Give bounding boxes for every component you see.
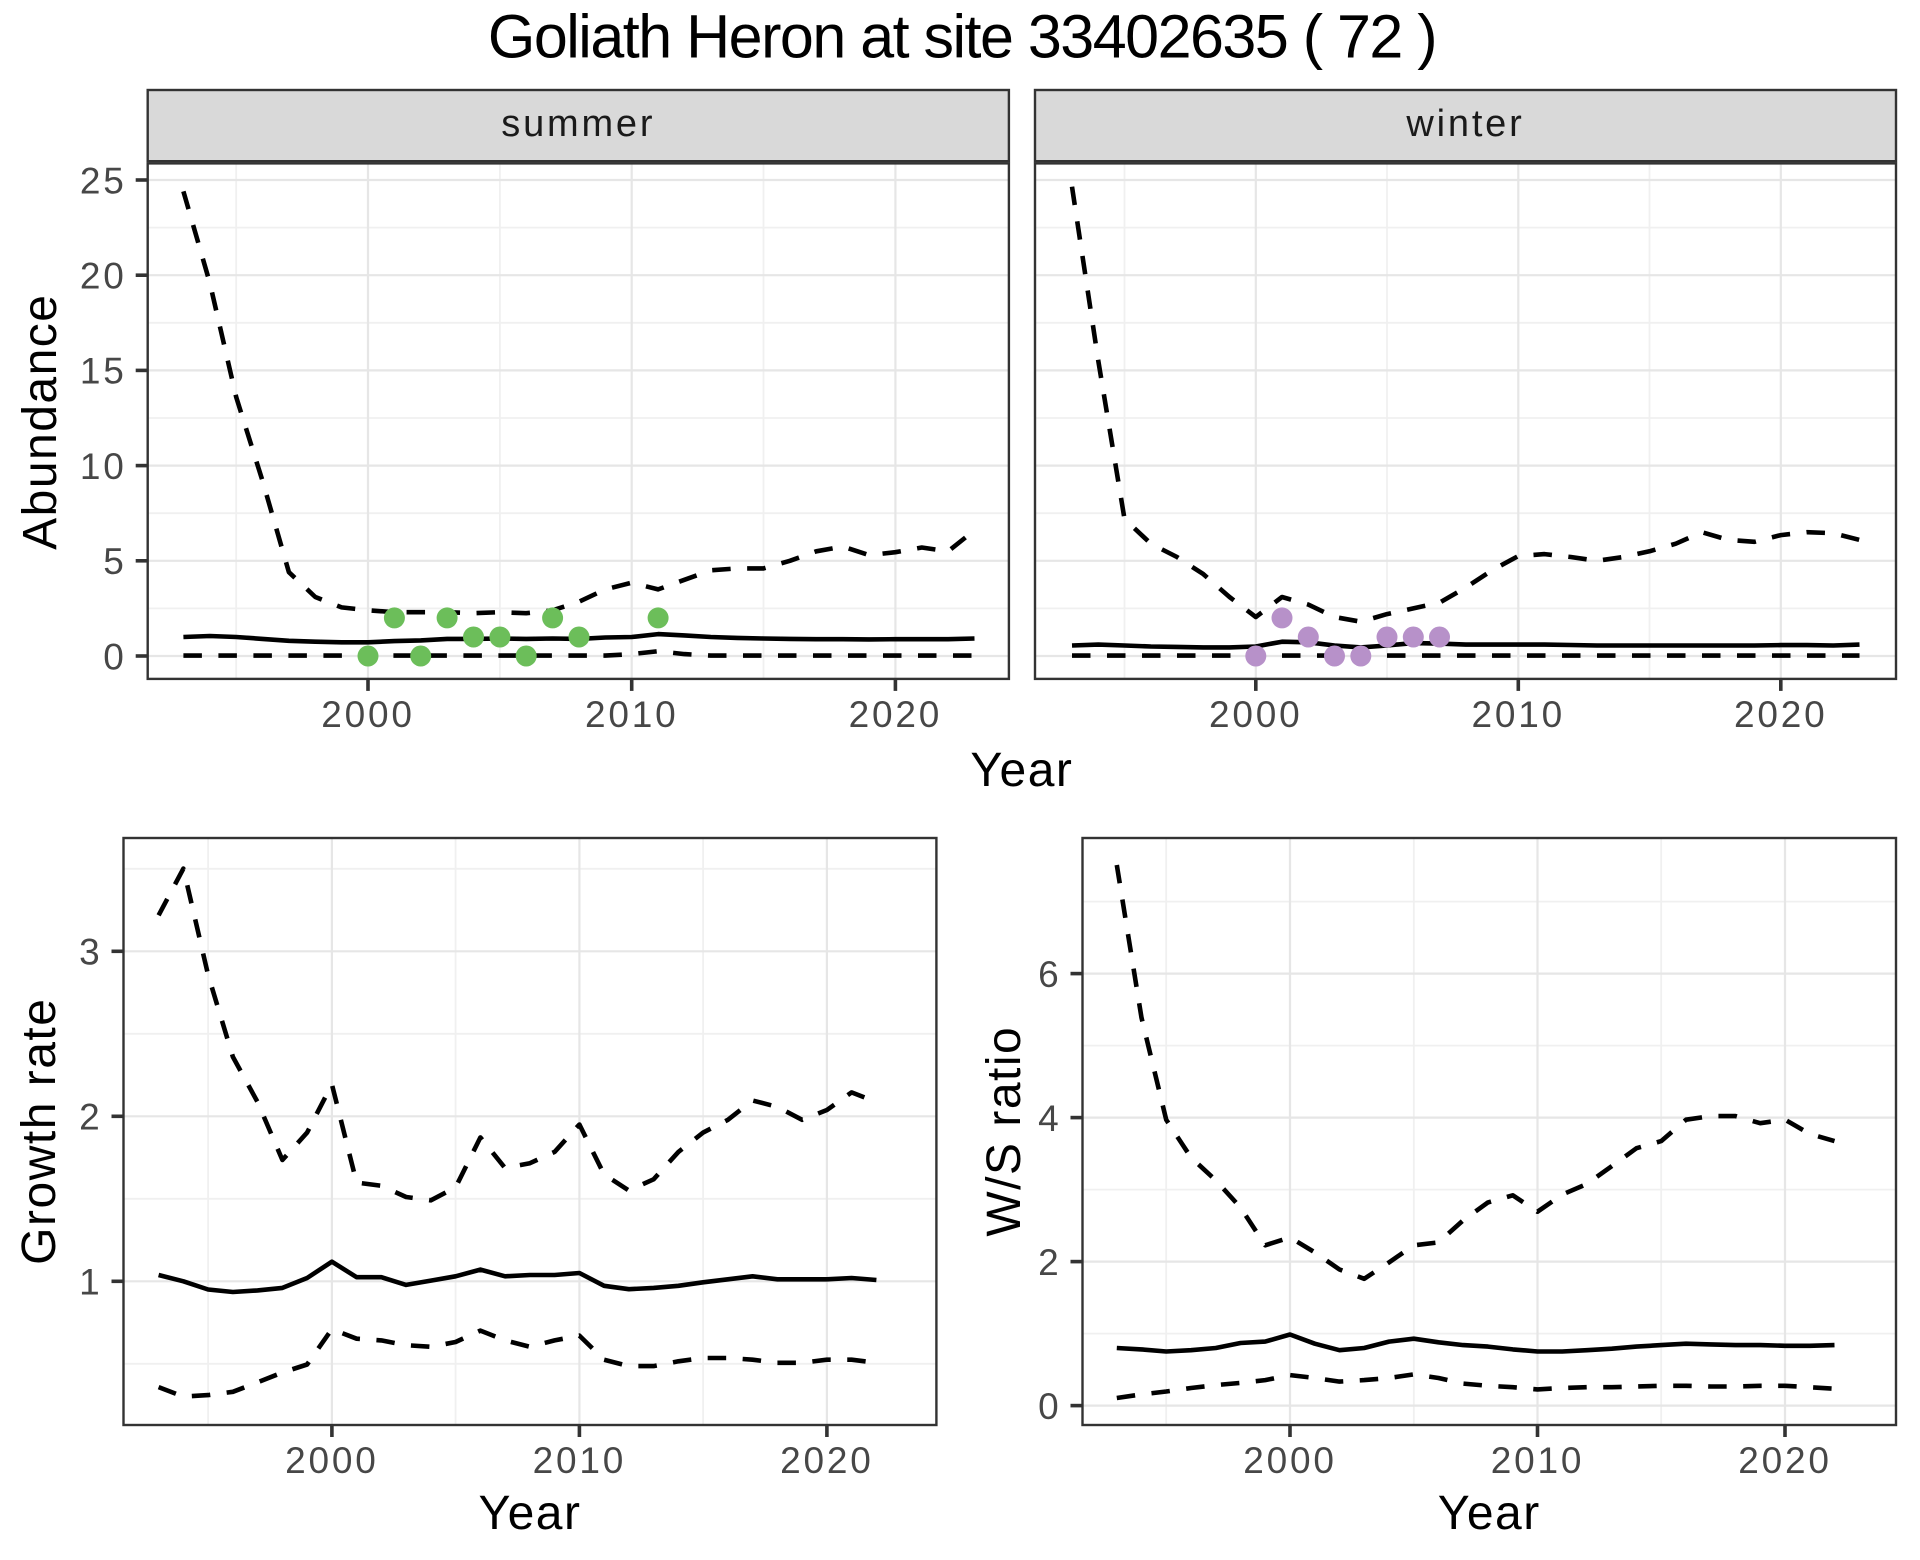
- svg-text:2000: 2000: [321, 694, 415, 735]
- svg-text:summer: summer: [501, 103, 655, 145]
- svg-text:0: 0: [1038, 1386, 1061, 1427]
- svg-text:2: 2: [1038, 1242, 1061, 1283]
- svg-text:10: 10: [80, 446, 127, 487]
- svg-text:3: 3: [79, 932, 102, 973]
- svg-text:Year: Year: [970, 744, 1073, 797]
- svg-text:2: 2: [79, 1097, 102, 1138]
- svg-text:2000: 2000: [1243, 1440, 1337, 1481]
- svg-text:Abundance: Abundance: [14, 294, 67, 550]
- svg-text:0: 0: [103, 636, 126, 677]
- svg-text:2010: 2010: [585, 694, 679, 735]
- svg-text:2010: 2010: [533, 1440, 627, 1481]
- svg-text:6: 6: [1038, 954, 1061, 995]
- svg-text:25: 25: [80, 160, 127, 201]
- svg-text:4: 4: [1038, 1098, 1061, 1139]
- svg-text:Goliath Heron at site 33402635: Goliath Heron at site 33402635 ( 72 ): [488, 3, 1436, 71]
- svg-text:winter: winter: [1405, 103, 1524, 145]
- svg-text:W/S ratio: W/S ratio: [978, 1026, 1031, 1237]
- svg-text:2000: 2000: [1209, 694, 1303, 735]
- svg-text:2010: 2010: [1491, 1440, 1585, 1481]
- svg-text:5: 5: [103, 541, 126, 582]
- svg-text:2020: 2020: [1738, 1440, 1832, 1481]
- svg-text:1: 1: [79, 1262, 102, 1303]
- svg-text:Year: Year: [1438, 1487, 1541, 1540]
- svg-text:2010: 2010: [1472, 694, 1566, 735]
- svg-text:20: 20: [80, 256, 127, 297]
- svg-text:15: 15: [80, 351, 127, 392]
- svg-text:2020: 2020: [780, 1440, 874, 1481]
- svg-text:2020: 2020: [849, 694, 943, 735]
- svg-text:Year: Year: [479, 1487, 582, 1540]
- svg-text:2020: 2020: [1734, 694, 1828, 735]
- svg-text:2000: 2000: [285, 1440, 379, 1481]
- svg-text:Growth rate: Growth rate: [13, 998, 66, 1265]
